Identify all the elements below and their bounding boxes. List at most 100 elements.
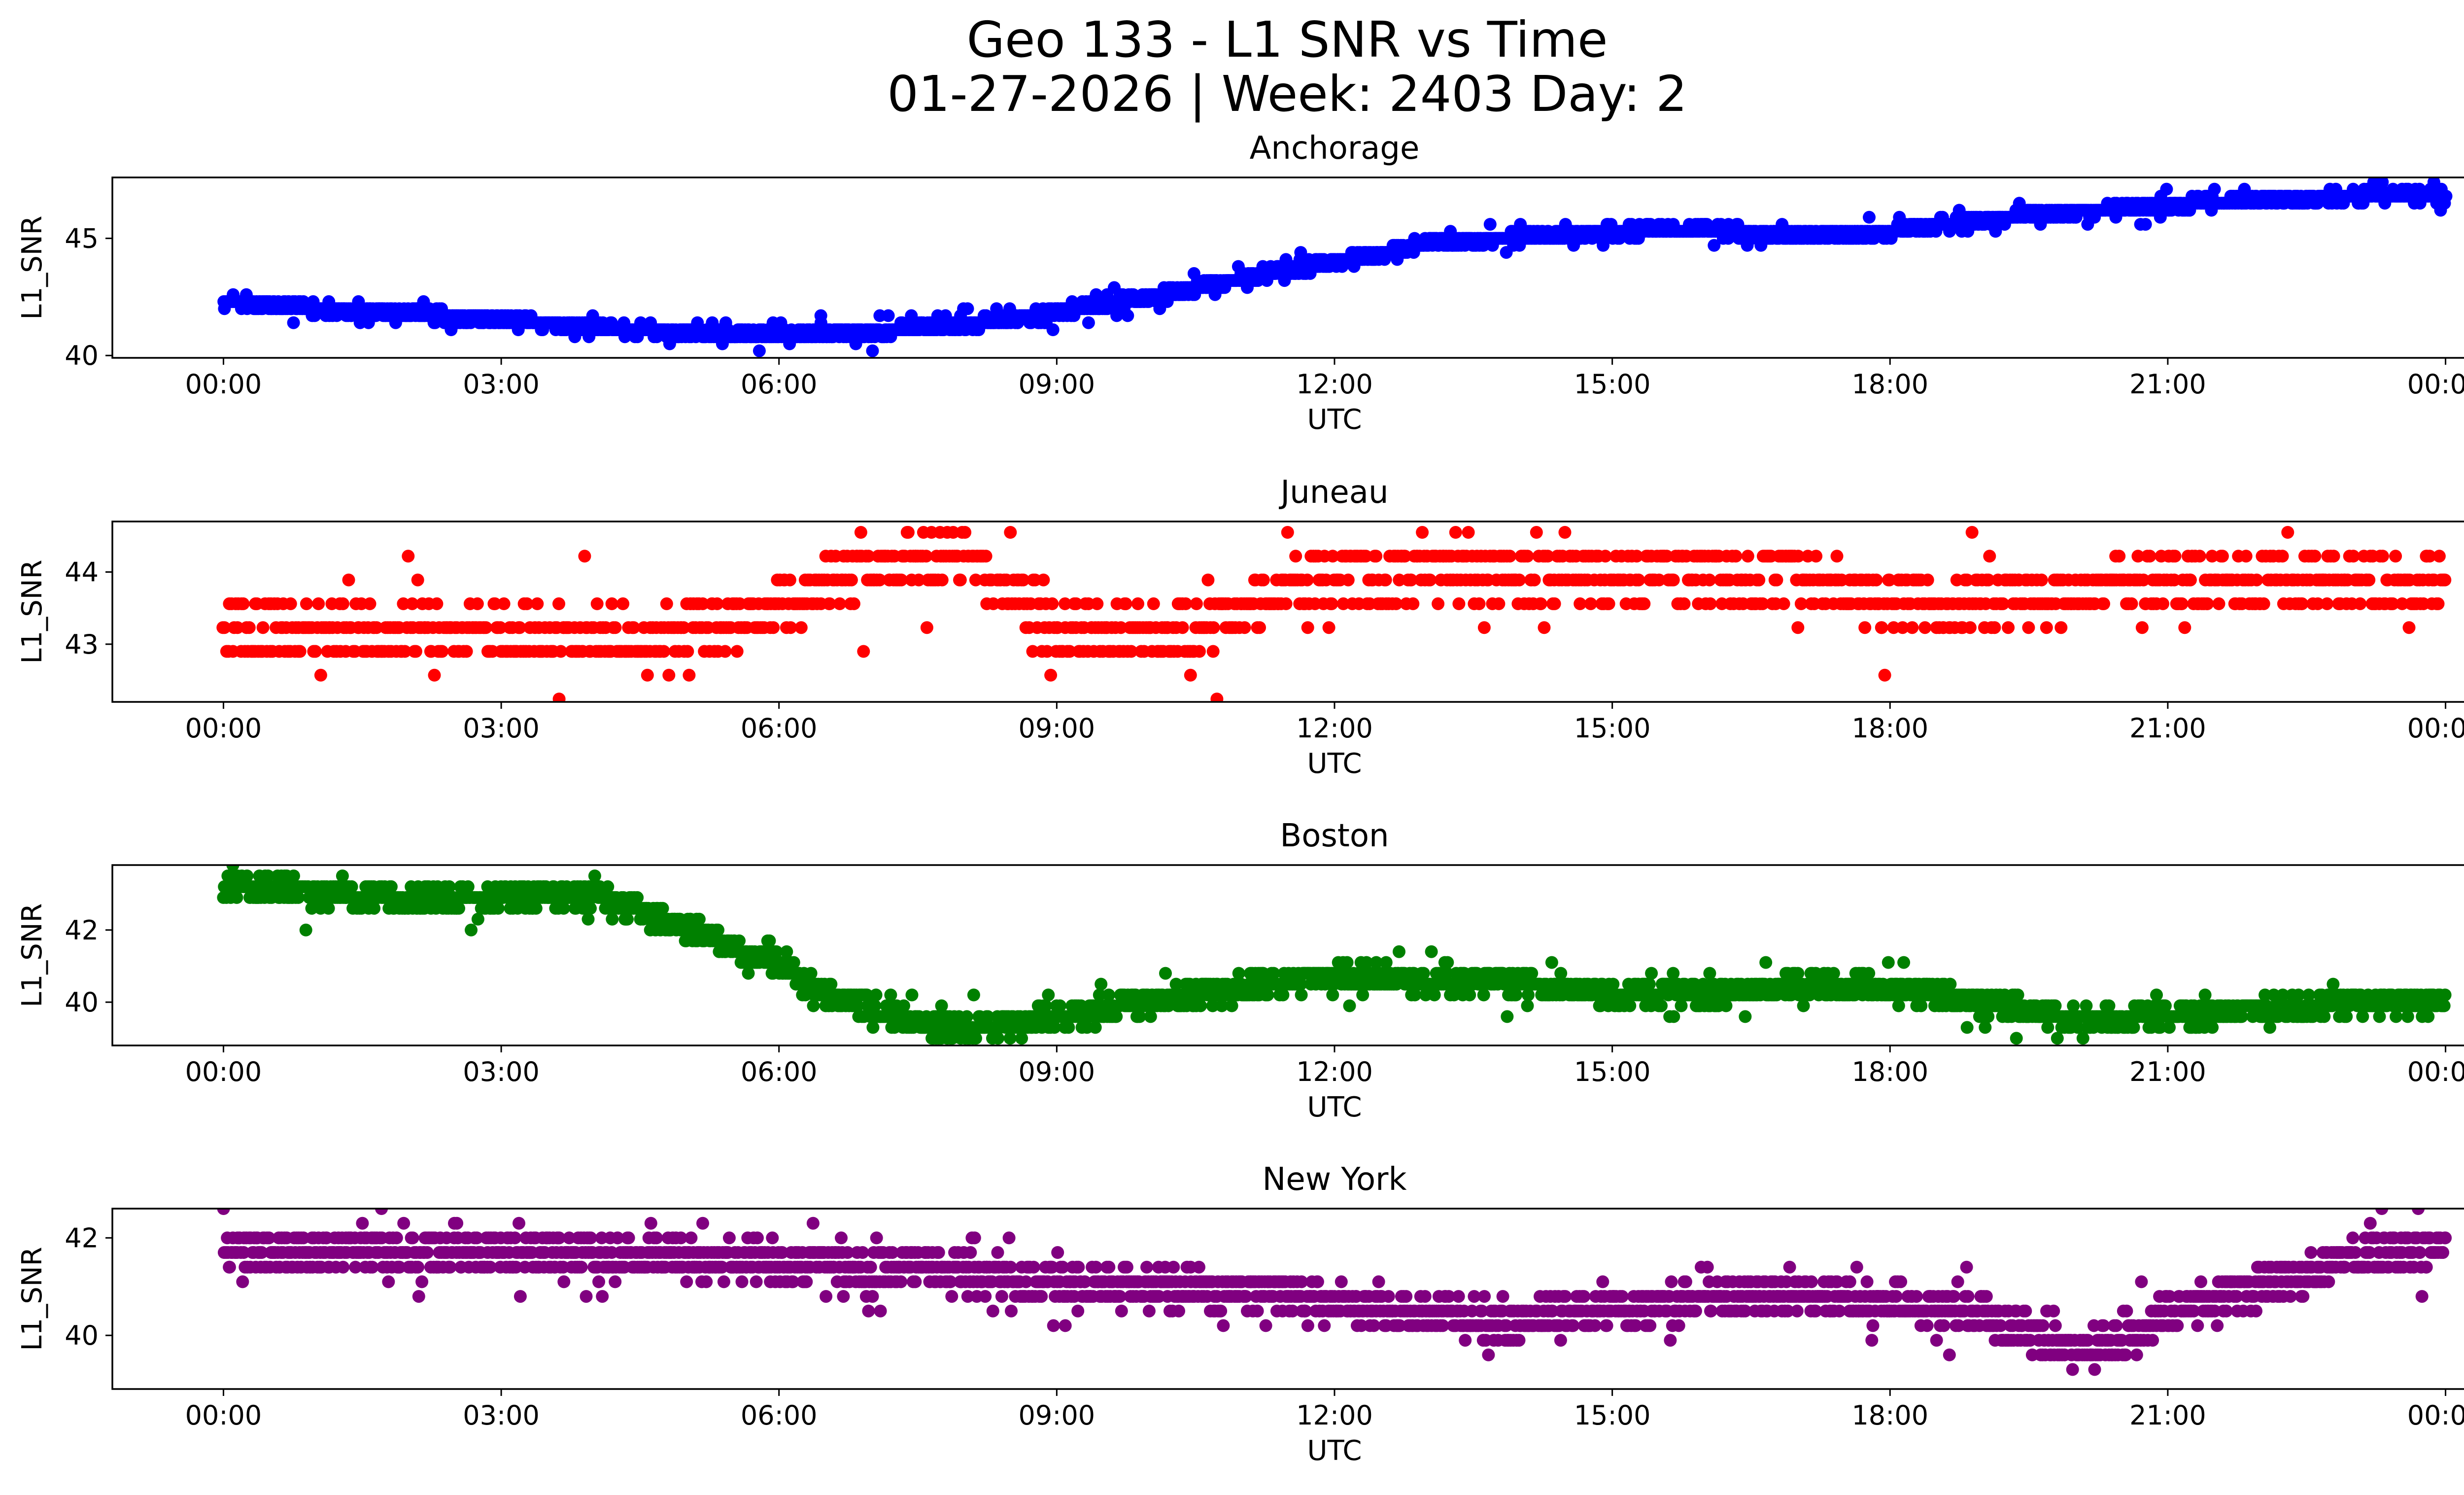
data-point <box>1176 621 1189 634</box>
data-point <box>1708 239 1721 252</box>
data-point <box>1359 550 1372 563</box>
data-point <box>943 502 956 515</box>
data-point <box>2175 597 2189 610</box>
x-tick-label: 21:00 <box>2129 369 2206 400</box>
data-point <box>1119 597 1132 610</box>
data-point <box>1477 621 1491 634</box>
data-point <box>2311 597 2325 610</box>
data-point <box>237 597 250 610</box>
data-point <box>240 869 254 882</box>
data-point <box>767 621 780 634</box>
data-point <box>2362 573 2376 587</box>
data-point <box>2156 597 2169 610</box>
data-point <box>552 597 565 610</box>
x-tick-label: 06:00 <box>741 713 818 744</box>
data-point <box>862 550 875 563</box>
data-point <box>2239 550 2253 563</box>
data-point <box>2371 502 2384 515</box>
data-point <box>1404 573 1418 587</box>
data-point <box>1918 621 1932 634</box>
data-point <box>1477 988 1490 1002</box>
data-point <box>1131 597 1144 610</box>
data-point <box>2281 526 2294 539</box>
data-point <box>1399 550 1411 563</box>
x-tick-label: 00:00 <box>2407 713 2464 744</box>
data-point <box>552 693 566 702</box>
data-point <box>1037 573 1050 587</box>
x-tick-label: 03:00 <box>463 369 540 400</box>
data-point <box>1858 621 1872 634</box>
data-point <box>616 597 630 610</box>
data-point <box>1983 550 1996 563</box>
series-anchorage <box>217 177 2453 357</box>
data-point <box>256 621 270 634</box>
x-tick-label: 18:00 <box>1851 713 1928 744</box>
data-point <box>2113 550 2126 563</box>
data-point <box>958 526 972 539</box>
data-point <box>1428 988 1441 1002</box>
data-point <box>1261 988 1274 1002</box>
data-point <box>1059 597 1072 610</box>
data-point <box>960 1010 973 1023</box>
data-point <box>783 573 796 587</box>
data-point <box>1667 573 1680 587</box>
data-point <box>299 923 312 937</box>
data-point <box>1039 999 1052 1012</box>
data-point <box>2259 478 2272 491</box>
data-point <box>845 573 858 587</box>
data-point <box>2354 597 2367 610</box>
data-point <box>1069 597 1083 610</box>
data-point <box>851 999 864 1012</box>
data-point <box>2135 621 2149 634</box>
data-point <box>935 999 948 1012</box>
data-point <box>1295 988 1308 1002</box>
data-point <box>1322 621 1335 634</box>
y-axis-label: L1_SNR <box>16 215 48 319</box>
data-point <box>868 999 882 1012</box>
data-point <box>920 550 933 563</box>
data-point <box>763 934 776 947</box>
data-point <box>2143 550 2156 563</box>
data-point <box>409 645 422 658</box>
data-point <box>677 621 690 634</box>
data-point <box>969 1032 982 1045</box>
data-point <box>1169 977 1183 991</box>
data-point <box>780 945 793 958</box>
data-point <box>1144 1010 1157 1023</box>
data-point <box>1193 645 1206 658</box>
data-point <box>452 902 465 915</box>
data-point <box>345 880 358 893</box>
data-point <box>2389 550 2402 563</box>
data-point <box>882 309 895 322</box>
data-point <box>730 645 744 658</box>
data-point <box>218 621 231 634</box>
data-point <box>1704 597 1717 610</box>
data-point <box>1432 597 1445 610</box>
data-point <box>660 597 673 610</box>
data-point <box>1896 621 1909 634</box>
data-point <box>1599 550 1612 563</box>
series-juneau <box>216 478 2452 702</box>
data-point <box>1558 526 1572 539</box>
data-point <box>1015 1032 1028 1045</box>
data-point <box>823 597 836 610</box>
data-point <box>2184 573 2197 587</box>
data-point <box>370 621 383 634</box>
data-point <box>2327 550 2340 563</box>
data-point <box>1741 550 1754 563</box>
data-point <box>1528 573 1541 587</box>
data-point <box>1232 967 1245 980</box>
data-point <box>2376 550 2389 563</box>
data-point <box>1062 1021 1075 1034</box>
data-point <box>368 902 381 915</box>
x-tick-label: 15:00 <box>1574 713 1651 744</box>
data-point <box>605 597 618 610</box>
data-point <box>1095 977 1108 991</box>
data-point <box>967 988 980 1002</box>
data-point <box>322 902 335 915</box>
data-point <box>1492 597 1506 610</box>
data-point <box>497 597 511 610</box>
panel-title-anchorage: Anchorage <box>1250 130 1420 167</box>
